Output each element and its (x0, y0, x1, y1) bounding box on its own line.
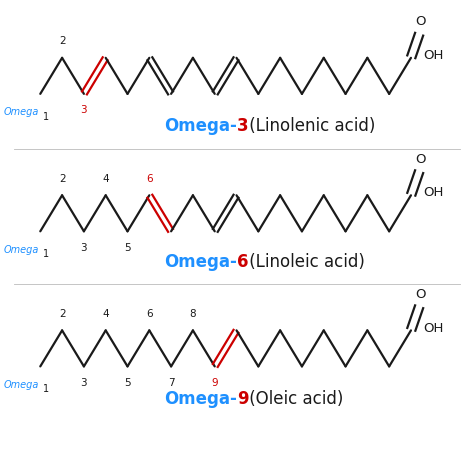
Text: 4: 4 (102, 309, 109, 319)
Text: (Linoleic acid): (Linoleic acid) (244, 253, 365, 271)
Text: OH: OH (423, 49, 443, 62)
Text: 5: 5 (124, 378, 131, 388)
Text: 9: 9 (211, 378, 218, 388)
Text: O: O (415, 16, 426, 28)
Text: 5: 5 (124, 243, 131, 253)
Text: Omega-: Omega- (164, 117, 237, 135)
Text: Omega: Omega (4, 245, 39, 255)
Text: OH: OH (423, 321, 443, 335)
Text: (Oleic acid): (Oleic acid) (244, 390, 344, 408)
Text: 3: 3 (81, 378, 87, 388)
Text: (Linolenic acid): (Linolenic acid) (244, 117, 375, 135)
Text: 1: 1 (43, 249, 49, 259)
Text: O: O (415, 288, 426, 301)
Text: 2: 2 (59, 174, 65, 184)
Text: Omega-: Omega- (164, 253, 237, 271)
Text: 3: 3 (81, 105, 87, 115)
Text: 3: 3 (237, 117, 249, 135)
Text: 7: 7 (168, 378, 174, 388)
Text: 8: 8 (190, 309, 196, 319)
Text: 2: 2 (59, 309, 65, 319)
Text: 2: 2 (59, 36, 65, 46)
Text: OH: OH (423, 186, 443, 200)
Text: 6: 6 (237, 253, 248, 271)
Text: Omega-: Omega- (164, 390, 237, 408)
Text: 4: 4 (102, 174, 109, 184)
Text: Omega: Omega (4, 107, 39, 117)
Text: O: O (415, 153, 426, 166)
Text: Omega: Omega (4, 380, 39, 390)
Text: 1: 1 (43, 112, 49, 122)
Text: 6: 6 (146, 174, 153, 184)
Text: 3: 3 (81, 243, 87, 253)
Text: 9: 9 (237, 390, 249, 408)
Text: 1: 1 (43, 384, 49, 394)
Text: 6: 6 (146, 309, 153, 319)
